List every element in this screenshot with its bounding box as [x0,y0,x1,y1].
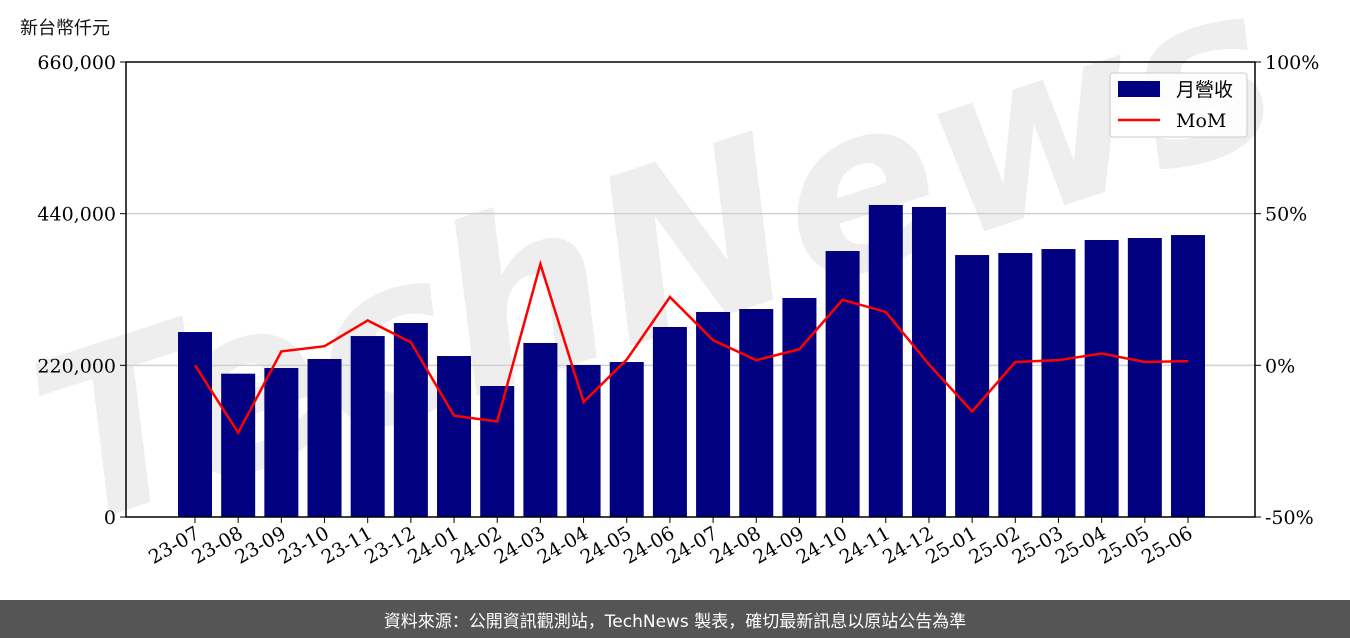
y-right-tick-label: -50% [1265,507,1314,529]
source-text: 資料來源：公開資訊觀測站，TechNews 製表，確切最新訊息以原站公告為準 [383,611,967,632]
legend: 月營收 MoM [1109,72,1248,138]
bar-25-04 [1084,240,1119,517]
bar-24-03 [523,342,558,517]
plot-frame [125,61,1256,518]
y-right-tick-label: 50% [1265,204,1307,226]
bar-25-05 [1127,238,1162,518]
legend-swatch-bar [1118,81,1160,97]
y-axis-unit-label: 新台幣仟元 [20,18,110,39]
bar-24-11 [868,204,903,518]
bar-24-10 [825,251,860,518]
y-right-tick-label: 0% [1265,355,1295,377]
bar-23-11 [350,336,385,517]
legend-label-mom: MoM [1176,110,1226,132]
bar-23-08 [221,373,256,517]
x-tick-label: 25-06 [1138,522,1196,568]
y-right-tick-label: 100% [1265,52,1319,74]
y-left-tick-label: 660,000 [37,52,116,74]
bar-24-06 [652,327,687,517]
bar-23-09 [264,368,299,517]
bar-24-08 [739,309,774,517]
mom-line [193,259,1189,436]
bar-25-01 [955,255,990,517]
source-footer: 資料來源：公開資訊觀測站，TechNews 製表，確切最新訊息以原站公告為準 [0,600,1350,638]
bar-25-02 [998,253,1033,517]
bar-23-12 [393,323,428,517]
revenue-chart: TechNews0220,000440,000660,000-50%0%50%1… [5,0,1319,580]
bar-23-07 [178,332,212,517]
y-left-tick-label: 0 [104,507,116,529]
legend-label-revenue: 月營收 [1176,79,1233,101]
bar-24-05 [609,362,644,517]
bar-25-03 [1041,249,1076,517]
bar-23-10 [307,358,342,517]
bar-24-02 [480,386,515,517]
y-left-tick-label: 440,000 [37,204,116,226]
bar-24-12 [911,206,946,517]
bar-24-07 [696,311,731,517]
y-left-tick-label: 220,000 [37,355,116,377]
bar-25-06 [1171,235,1205,517]
bar-24-01 [437,356,472,517]
bar-24-09 [782,297,817,517]
bar-24-04 [566,364,601,517]
